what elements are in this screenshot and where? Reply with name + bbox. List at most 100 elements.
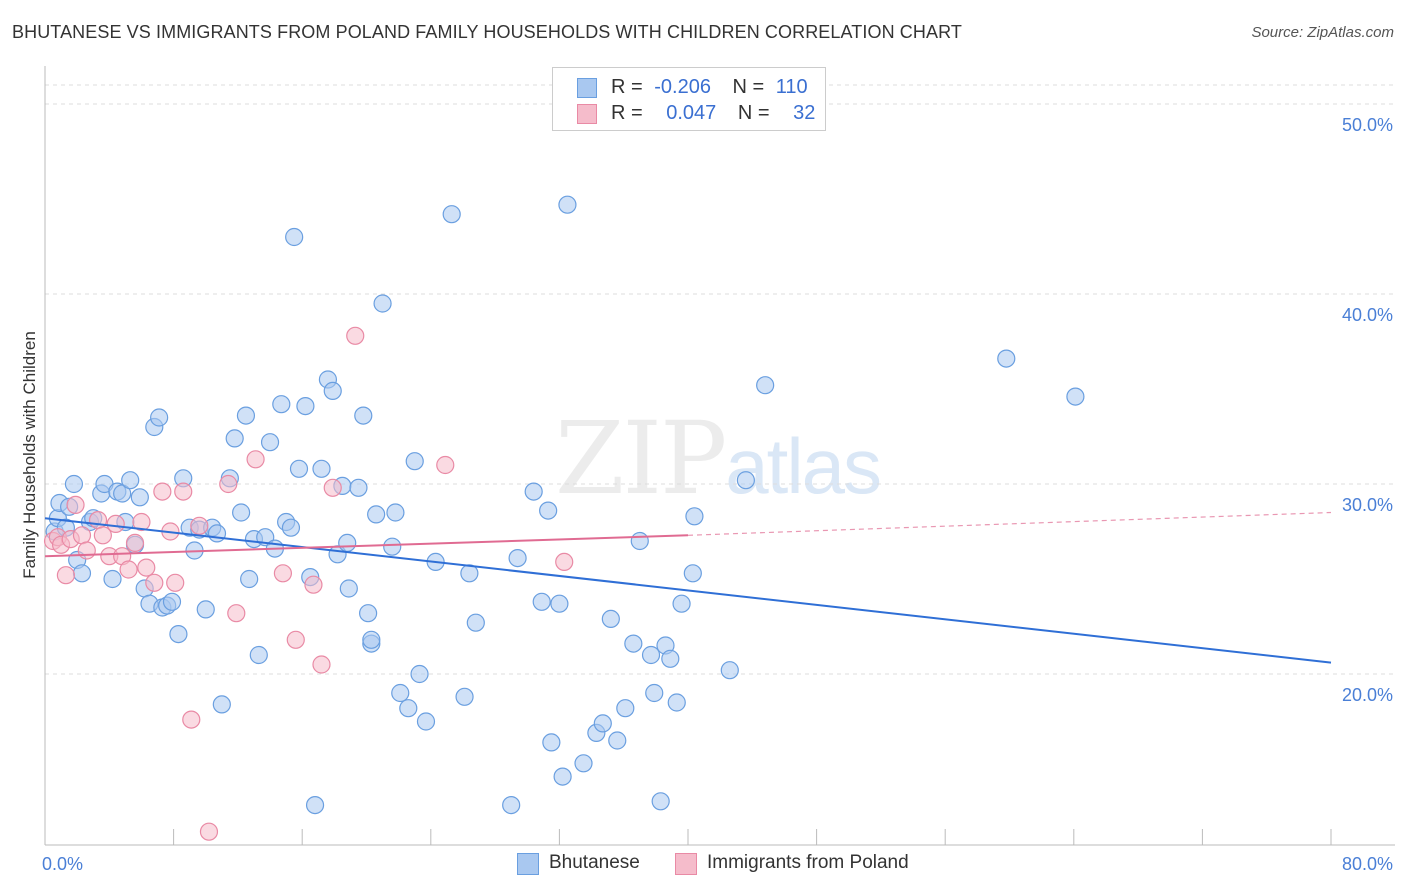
bhutanese-point	[685, 507, 704, 526]
bhutanese-point	[645, 683, 664, 703]
bhutanese-point	[285, 227, 304, 247]
bhutanese-point	[399, 699, 418, 718]
bhutanese-point	[240, 569, 259, 589]
poland-point	[346, 326, 365, 345]
bhutanese-point	[130, 488, 149, 507]
bottom-legend-swatch-pink	[675, 853, 697, 875]
bhutanese-point	[997, 349, 1016, 368]
bhutanese-trend-line	[44, 517, 1332, 664]
bhutanese-point	[212, 695, 231, 714]
poland-point	[174, 482, 193, 501]
legend-n-value: 110	[775, 76, 808, 98]
poland-point	[72, 526, 92, 545]
bhutanese-point	[323, 381, 342, 400]
stats-legend: R = -0.206 N = 110 R = 0.047 N = 32	[552, 67, 826, 131]
poland-point	[555, 552, 574, 572]
legend-r-value: 0.047	[666, 102, 717, 124]
bhutanese-point	[508, 548, 527, 568]
bhutanese-point	[683, 564, 702, 583]
legend-swatch-blue	[577, 78, 597, 98]
bottom-legend-swatch-blue	[517, 853, 539, 875]
bhutanese-point	[236, 406, 256, 425]
poland-point	[153, 482, 172, 501]
legend-n-label: N =	[737, 102, 770, 124]
bhutanese-point	[64, 474, 84, 494]
bhutanese-point	[405, 452, 424, 471]
y-tick-label: 20.0%	[1342, 685, 1393, 705]
poland-point	[304, 575, 323, 594]
poland-point	[56, 566, 75, 585]
poland-point	[323, 478, 342, 497]
x-tick-label: 80.0%	[1342, 854, 1393, 874]
poland-point	[273, 564, 293, 583]
bhutanese-point	[539, 501, 558, 520]
bhutanese-point	[373, 294, 392, 313]
bhutanese-point	[272, 395, 291, 414]
poland-point	[436, 455, 455, 475]
bhutanese-point	[542, 733, 561, 752]
legend-n-label: N =	[732, 76, 765, 98]
y-tick-label: 30.0%	[1342, 495, 1393, 515]
bhutanese-point	[616, 699, 635, 718]
bhutanese-point	[466, 613, 485, 632]
zipatlas-watermark: ZIPatlas	[555, 400, 882, 517]
bhutanese-point	[608, 731, 627, 750]
poland-point	[132, 512, 151, 532]
bhutanese-point	[232, 503, 251, 522]
legend-r-label: R =	[611, 76, 643, 98]
bhutanese-point	[260, 433, 280, 452]
watermark-atlas: atlas	[725, 422, 882, 510]
poland-point	[190, 516, 209, 535]
bhutanese-point	[312, 459, 331, 478]
poland-trend-line	[44, 534, 689, 558]
bhutanese-point	[103, 569, 122, 589]
poland-point	[246, 450, 265, 469]
poland-point	[312, 655, 331, 674]
bhutanese-point	[558, 195, 577, 214]
bhutanese-point	[296, 397, 315, 416]
y-tick-label: 40.0%	[1342, 305, 1393, 325]
bhutanese-point	[196, 600, 215, 619]
poland-point	[106, 514, 125, 534]
bhutanese-point	[574, 754, 593, 773]
poland-point	[227, 604, 246, 623]
bhutanese-point	[630, 531, 649, 551]
bhutanese-point	[410, 664, 429, 684]
bhutanese-point	[386, 503, 405, 522]
bhutanese-point	[460, 564, 479, 583]
bhutanese-point	[150, 408, 169, 427]
bhutanese-point	[338, 533, 357, 553]
x-tick-label: 0.0%	[42, 854, 83, 874]
bhutanese-point	[442, 205, 461, 224]
bhutanese-point	[736, 471, 755, 490]
bhutanese-point	[391, 683, 410, 703]
bhutanese-point	[362, 630, 381, 649]
bhutanese-point	[359, 604, 378, 623]
bhutanese-point	[661, 649, 680, 668]
bhutanese-point	[455, 687, 474, 706]
watermark-zip: ZIP	[555, 400, 727, 517]
bhutanese-point	[601, 609, 620, 629]
bhutanese-point	[383, 537, 402, 556]
poland-point	[199, 822, 219, 841]
bhutanese-point	[593, 714, 612, 733]
poland-point	[93, 526, 112, 545]
poland-point	[219, 474, 238, 494]
poland-point	[66, 495, 85, 514]
bhutanese-point	[553, 767, 572, 786]
chart-title: BHUTANESE VS IMMIGRANTS FROM POLAND FAMI…	[12, 22, 962, 42]
poland-point	[119, 560, 138, 579]
poland-trend-extension	[687, 511, 1332, 536]
bhutanese-point	[305, 795, 325, 815]
legend-n-value: 32	[793, 102, 816, 124]
bhutanese-point	[162, 592, 182, 611]
bottom-legend-label: Immigrants from Poland	[707, 852, 909, 873]
bhutanese-point	[249, 645, 268, 665]
bottom-legend-label: Bhutanese	[549, 852, 640, 873]
poland-point	[166, 573, 185, 592]
bhutanese-point	[367, 505, 386, 524]
bhutanese-point	[524, 482, 543, 501]
bhutanese-point	[225, 429, 244, 448]
bhutanese-point	[532, 592, 551, 611]
bhutanese-point	[756, 376, 775, 395]
